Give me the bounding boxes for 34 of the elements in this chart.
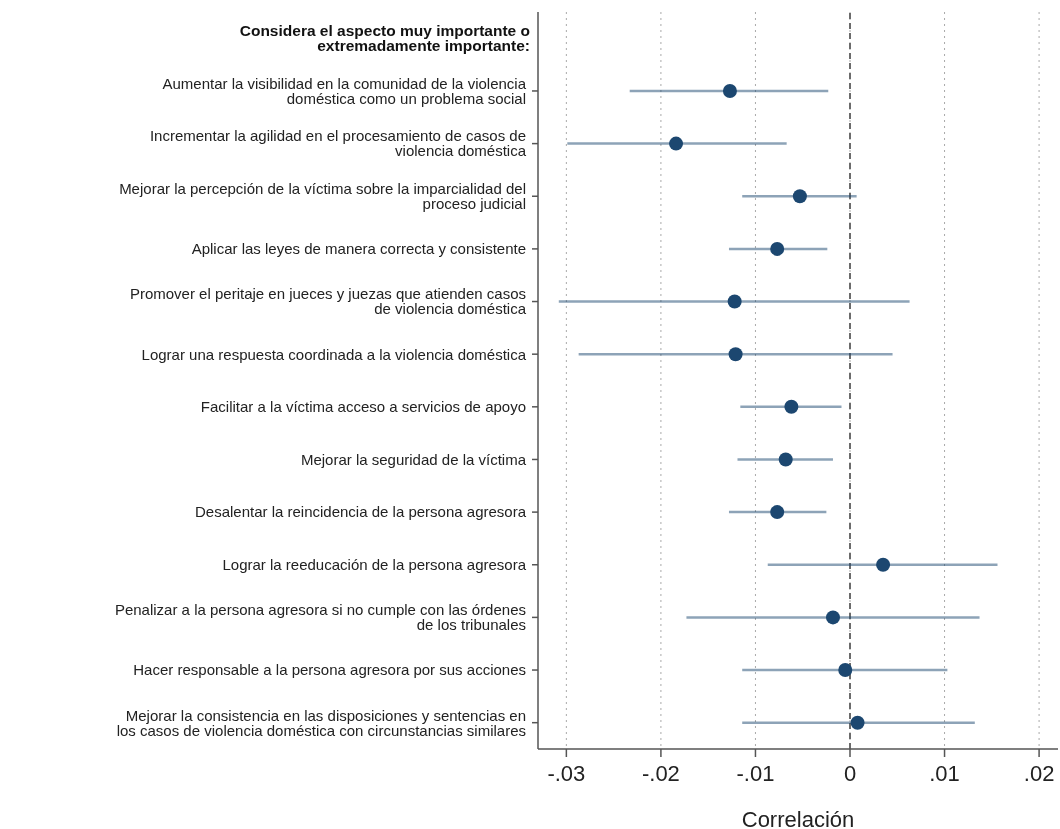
point [850,715,865,730]
point [778,452,793,467]
point [722,83,737,98]
y-tick-label: Incrementar la agilidad en el procesamiento de casos de violencia doméstica [149,127,527,160]
point [770,505,785,520]
y-tick-label: Desalentar la reincidencia de la persona agresora [194,503,527,521]
y-tick-label: Mejorar la seguridad de la víctima [300,450,527,468]
x-tick-label: -.03 [547,760,586,786]
y-tick-label: Facilitar a la víctima acceso a servicios de apoyo [200,398,526,416]
point [770,241,785,256]
y-tick-label: Mejorar la percepción de la víctima sobre la imparcialidad del proceso judicial [119,180,526,213]
x-tick-label: .02 [1023,760,1055,786]
y-tick-label: Lograr la reeducación de la persona agresora [222,556,527,574]
x-tick-label: .01 [929,760,960,786]
point [876,557,891,572]
x-tick-label: -.02 [641,760,680,786]
x-axis-title: Correlación [741,807,855,829]
y-tick-label: Promover el peritaje en jueces y juezas que atienden casos de violencia doméstica [129,285,527,318]
y-tick-label: Hacer responsable a la persona agresora por sus acciones [133,661,526,679]
point [792,189,807,204]
point [825,610,840,625]
point [728,347,743,362]
y-tick-label: Penalizar a la persona agresora si no cumple con las órdenes de los tribunales [114,601,526,634]
point [784,399,799,414]
y-tick-label: Mejorar la consistencia en las disposiciones y sentencias en los casos de violencia doméstica con circunstancias similares [116,706,526,739]
text: Considera el aspecto muy importante o extremadamente importante: [239,21,530,55]
point [727,294,742,309]
x-tick-label: -.01 [736,760,775,786]
y-tick-label: Lograr una respuesta coordinada a la violencia doméstica [141,345,527,363]
y-tick-label: Aplicar las leyes de manera correcta y consistente [191,240,526,258]
point [838,663,853,678]
x-tick-label: 0 [843,760,857,786]
point [669,136,684,151]
y-tick-label: Aumentar la visibilidad en la comunidad de la violencia doméstica como un problema social [162,74,527,107]
